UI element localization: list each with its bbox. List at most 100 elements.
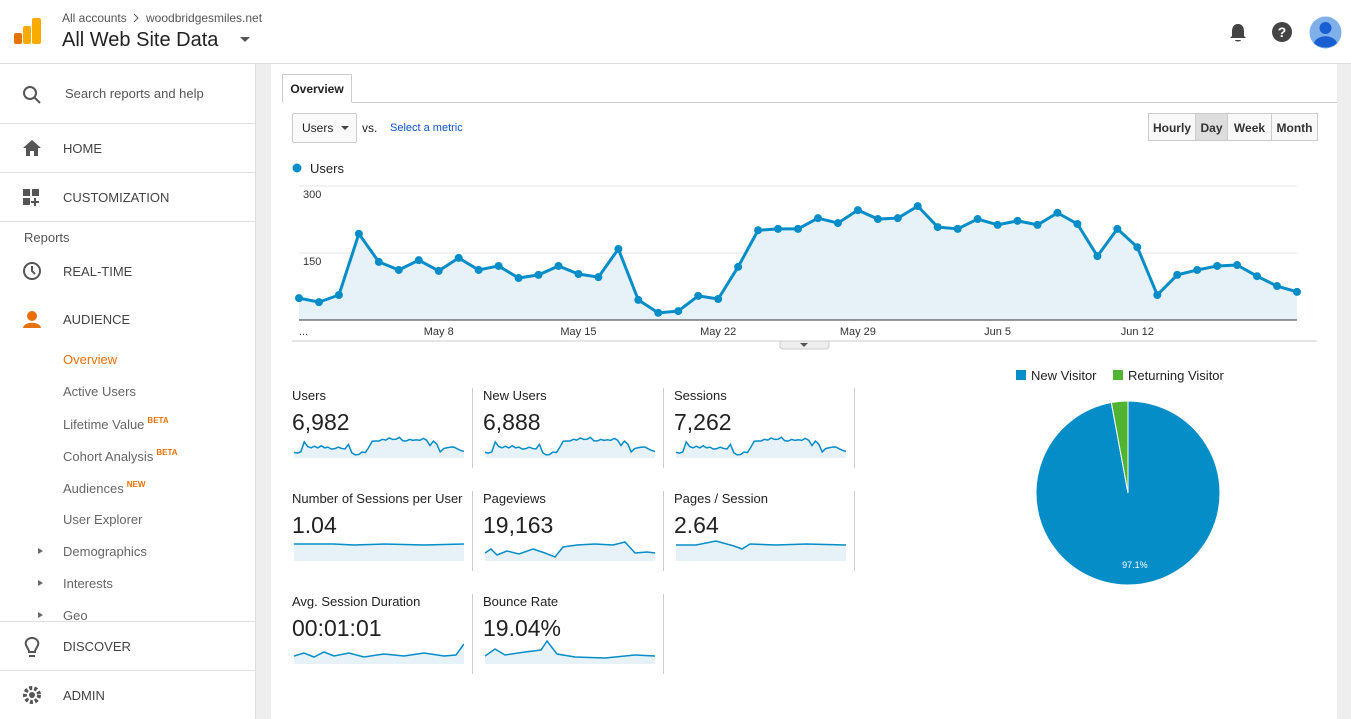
nav-admin[interactable]: ADMIN [63, 688, 105, 703]
point [973, 215, 982, 224]
point [494, 261, 503, 270]
point [454, 253, 463, 262]
divider [472, 491, 473, 571]
sparkline [485, 436, 655, 458]
select-metric-link[interactable]: Select a metric [390, 122, 463, 134]
metric-card[interactable]: Bounce Rate 19.04% [483, 594, 663, 674]
point [594, 273, 603, 282]
point [394, 265, 403, 274]
sparkline-line [294, 436, 464, 456]
metric-card[interactable]: Avg. Session Duration 00:01:01 [292, 594, 472, 674]
metric-label: New Users [483, 388, 547, 403]
admin-icon [23, 686, 41, 704]
notifications-icon[interactable] [1228, 22, 1248, 44]
divider [663, 388, 664, 468]
point [1053, 208, 1062, 217]
legend-marker [1016, 370, 1026, 380]
search-box[interactable]: Search reports and help [65, 86, 204, 101]
point [1013, 216, 1022, 225]
nav-item[interactable]: Demographics [63, 544, 147, 559]
point [1293, 287, 1301, 296]
nav-item[interactable]: User Explorer [63, 512, 143, 527]
divider [0, 172, 255, 173]
badge: BETA [156, 448, 178, 457]
metric-card[interactable]: New Users 6,888 [483, 388, 663, 468]
sparkline [294, 543, 464, 561]
breadcrumb[interactable]: All accounts [62, 11, 127, 25]
sidebar: Search reports and help HOME CUSTOMIZATI… [0, 64, 256, 719]
point [993, 220, 1002, 229]
nav-item[interactable]: Audiences NEW [63, 480, 145, 496]
pie-chart: New Visitor Returning Visitor 97.1% [1016, 368, 1225, 586]
point [913, 202, 922, 211]
sparkline [676, 436, 846, 458]
point [574, 269, 583, 278]
view-title[interactable]: All Web Site Data [62, 29, 219, 51]
point [674, 307, 683, 316]
nav-customization[interactable]: CUSTOMIZATION [63, 190, 170, 205]
chevron [133, 13, 139, 23]
divider [0, 221, 255, 222]
legend-marker [1113, 370, 1123, 380]
divider [0, 670, 255, 671]
legend-label: Users [310, 161, 344, 176]
point [1153, 290, 1162, 299]
nav-realtime[interactable]: REAL-TIME [63, 264, 133, 279]
nav-item-label: Lifetime Value [63, 417, 145, 432]
metric-dropdown[interactable]: Users [292, 113, 357, 143]
point [933, 223, 942, 232]
point [833, 219, 842, 228]
point [434, 266, 443, 275]
granularity-button[interactable]: Month [1271, 113, 1318, 141]
point [1033, 220, 1042, 229]
metric-card[interactable]: Sessions 7,262 [674, 388, 854, 468]
nav-home[interactable]: HOME [63, 141, 102, 156]
nav-item[interactable]: Interests [63, 576, 113, 591]
metric-card[interactable]: Users 6,982 [292, 388, 472, 468]
granularity-button[interactable]: Day [1195, 113, 1228, 141]
legend-marker [292, 163, 302, 173]
search-icon [23, 86, 41, 104]
vs-label: vs. [362, 121, 378, 135]
y-tick-label: 300 [303, 189, 321, 201]
metric-card[interactable]: Pageviews 19,163 [483, 491, 663, 571]
realtime-icon [23, 262, 41, 280]
legend-label: New Visitor [1031, 368, 1097, 383]
point [1193, 265, 1202, 274]
nav-item[interactable]: Active Users [63, 384, 136, 399]
nav-item[interactable]: Geo [63, 608, 88, 623]
expand-arrow [38, 580, 43, 586]
granularity-button[interactable]: Hourly [1148, 113, 1196, 141]
point [1113, 224, 1122, 233]
avatar[interactable] [1309, 16, 1342, 49]
metric-card[interactable]: Number of Sessions per User 1.04 [292, 491, 472, 571]
sparkline [294, 436, 464, 458]
point [374, 257, 383, 266]
nav-discover[interactable]: DISCOVER [63, 639, 131, 654]
point [314, 298, 323, 307]
y-tick-label: 150 [303, 256, 321, 268]
point [873, 215, 882, 224]
dropdown-arrow [341, 126, 349, 130]
nav-item[interactable]: Cohort Analysis BETA [63, 448, 178, 464]
divider [0, 123, 255, 124]
nav-item[interactable]: Overview [63, 352, 118, 367]
granularity-button[interactable]: Week [1227, 113, 1272, 141]
point [1233, 261, 1242, 270]
report-panel: Overview Users vs. Select a metric Hourl… [271, 64, 1337, 719]
help-icon[interactable]: ? [1271, 21, 1293, 43]
point [654, 308, 663, 317]
svg-text:?: ? [1278, 24, 1287, 40]
line-chart: Users 150 300... May 8 May 15 May 22 May 29 Jun… [292, 161, 1317, 350]
divider [472, 594, 473, 674]
tab[interactable]: Overview [282, 74, 352, 103]
point [554, 261, 563, 270]
sidebar-footer: DISCOVER ADMIN [0, 621, 255, 719]
metric-card[interactable]: Pages / Session 2.64 [674, 491, 854, 571]
metric-label: Pages / Session [674, 491, 768, 506]
sparkline [676, 540, 846, 561]
nav-item[interactable]: Lifetime Value BETA [63, 416, 169, 432]
breadcrumb[interactable]: woodbridgesmiles.net [146, 11, 263, 25]
nav-audience[interactable]: AUDIENCE [63, 312, 131, 327]
divider [472, 388, 473, 468]
